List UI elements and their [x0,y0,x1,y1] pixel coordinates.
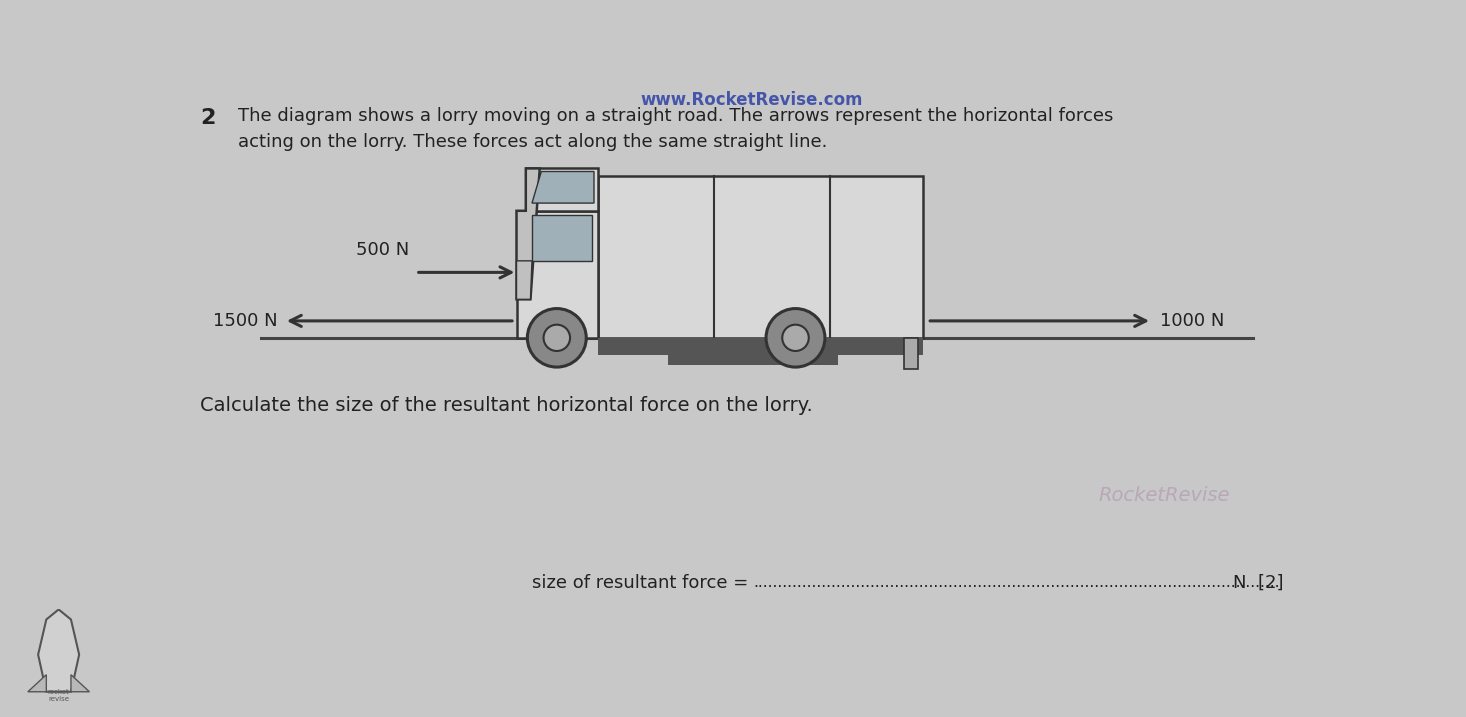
Circle shape [767,308,825,367]
Circle shape [783,325,809,351]
Polygon shape [516,168,539,299]
Text: N  [2]: N [2] [1233,574,1284,592]
Polygon shape [532,214,592,261]
Text: 1000 N: 1000 N [1160,312,1224,330]
Text: 2: 2 [201,108,216,128]
Bar [598,338,924,355]
Text: 500 N: 500 N [356,240,409,259]
Bar [905,338,918,369]
Text: 1500 N: 1500 N [213,312,277,330]
Text: Calculate the size of the resultant horizontal force on the lorry.: Calculate the size of the resultant hori… [201,396,814,414]
Circle shape [528,308,586,367]
Text: rocket
revise: rocket revise [48,689,69,702]
Polygon shape [516,261,532,299]
Polygon shape [38,609,79,692]
Circle shape [544,325,570,351]
Polygon shape [28,675,47,692]
Polygon shape [70,675,89,692]
Text: www.RocketRevise.com: www.RocketRevise.com [641,92,862,110]
Bar [667,338,839,365]
Bar [516,211,598,338]
Polygon shape [526,168,598,211]
Text: RocketRevise: RocketRevise [1098,486,1230,505]
Text: ................................................................................: ........................................… [754,575,1280,590]
Bar [598,176,924,338]
Text: size of resultant force =: size of resultant force = [532,574,754,592]
Polygon shape [532,171,594,203]
Text: The diagram shows a lorry moving on a straight road. The arrows represent the ho: The diagram shows a lorry moving on a st… [237,107,1113,151]
